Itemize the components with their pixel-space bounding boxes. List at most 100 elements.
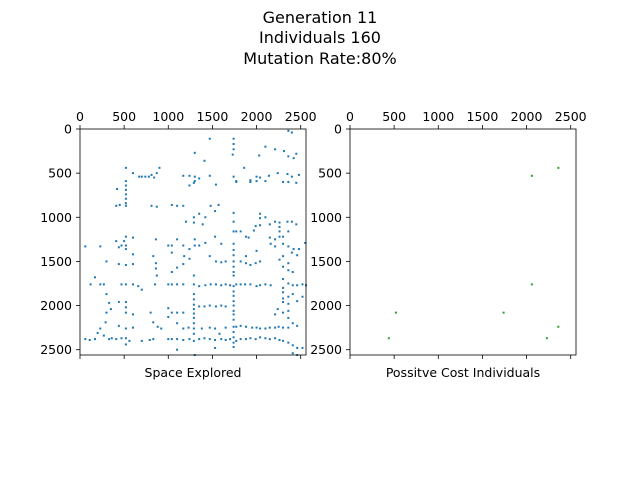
data-point [131,313,134,316]
data-point [290,251,293,254]
y-tick-label: 1000 [40,210,72,225]
data-point [282,242,285,245]
data-point [124,166,127,169]
data-point [214,346,217,349]
data-point [297,248,300,251]
data-point [138,175,141,178]
data-point [264,337,267,340]
data-point [192,216,195,219]
data-point [156,325,159,328]
data-point [204,241,207,244]
x-tick-label: 500 [382,109,406,124]
data-point [251,326,254,329]
data-point [88,338,91,341]
data-point [170,283,173,286]
y-tick-label: 2500 [310,342,342,357]
data-point [287,230,290,233]
data-point [394,311,397,314]
data-point [278,230,281,233]
data-point [128,339,131,342]
chart-1: 0 500 1000 1500 2000 2500 0 500 1000 1500 2000 2500… [40,109,316,380]
data-point [232,294,235,297]
x-tick-label: 1000 [152,109,184,124]
data-point [247,236,250,239]
data-point [295,223,298,226]
data-point [249,180,252,183]
data-point [235,339,238,342]
data-point [170,251,173,254]
data-point [188,184,191,187]
data-point [117,263,120,266]
data-point [239,283,242,286]
data-point [115,204,118,207]
data-point [249,337,252,340]
axes-frame [349,128,577,356]
data-point [220,304,223,307]
data-point [235,230,238,233]
data-point [243,166,246,169]
data-point [291,293,294,296]
data-point [244,235,247,238]
data-point [192,283,195,286]
x-tick-label: 500 [112,109,136,124]
x-tick-label: 0 [346,109,354,124]
data-point [154,267,157,270]
data-point [292,157,295,160]
data-point [188,248,191,251]
data-point [259,327,262,330]
data-point [264,145,267,148]
x-tick-label: 2500 [285,109,317,124]
data-point [244,338,247,341]
data-point [232,248,235,251]
data-point [232,300,235,303]
data-point [109,308,112,311]
data-point [144,175,147,178]
data-point [176,283,179,286]
data-point [124,306,127,309]
data-point [102,283,105,286]
data-point [530,174,533,177]
data-point [124,327,127,330]
data-point [301,346,304,349]
data-point [220,338,223,341]
data-point [239,324,242,327]
data-point [188,257,191,260]
y-tick-label: 500 [318,166,342,181]
data-point [214,338,217,341]
data-point [259,212,262,215]
data-point [254,262,257,265]
data-point [276,308,279,311]
data-point [176,322,179,325]
data-point [267,174,270,177]
data-point [282,286,285,289]
data-point [192,332,195,335]
data-point [214,210,217,213]
data-point [282,265,285,268]
data-point [170,311,173,314]
data-point [259,217,262,220]
data-point [287,282,290,285]
data-point [296,346,299,349]
data-point [301,283,304,286]
data-point [232,254,235,257]
data-point [268,326,271,329]
data-point [182,311,185,314]
data-point [84,245,87,248]
data-point [290,220,293,223]
data-point [530,283,533,286]
data-point [153,176,156,179]
data-point [224,260,227,263]
data-point [167,307,170,310]
data-point [117,324,120,327]
data-point [105,293,108,296]
data-point [232,230,235,233]
data-point [232,211,235,214]
data-point [255,326,258,329]
data-point [89,283,92,286]
data-point [287,129,290,132]
data-point [124,311,127,314]
data-point [282,235,285,238]
data-point [220,261,223,264]
data-point [131,263,134,266]
